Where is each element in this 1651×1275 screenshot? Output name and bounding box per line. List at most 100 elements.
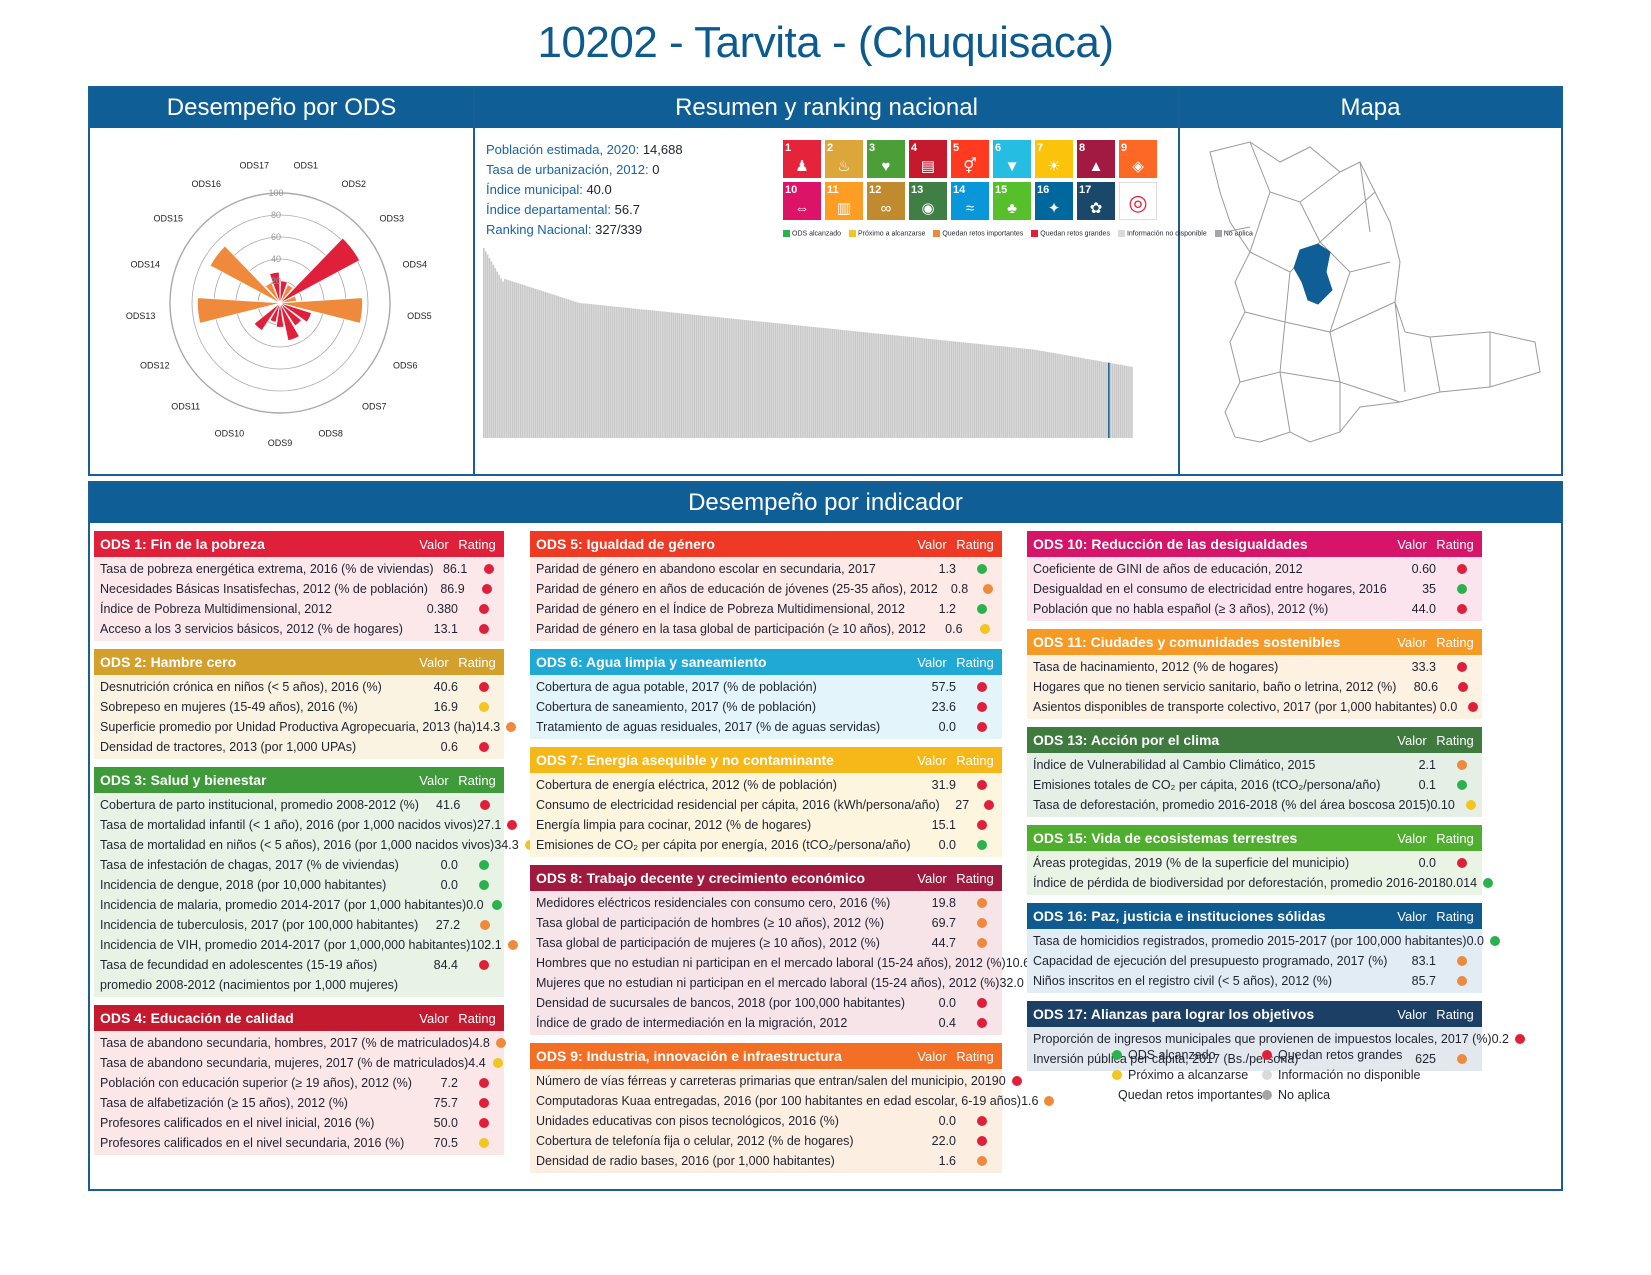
indicator-card: ODS 6: Agua limpia y saneamiento Valor Rat… [530, 649, 1002, 739]
ods-wedge-3 [279, 237, 360, 304]
indicator-row: Necesidades Básicas Insatisfechas, 2012 … [94, 579, 504, 599]
rating-red-dot [480, 800, 491, 810]
indicator-value: 83.1 [1411, 954, 1436, 968]
ranking-bar [833, 329, 836, 438]
indicator-rating [495, 1033, 506, 1048]
ranking-bar [998, 346, 1001, 438]
ranking-bar [835, 329, 838, 438]
indicator-label: Tratamiento de aguas residuales, 2017 (%… [536, 720, 881, 734]
ranking-bar [810, 326, 813, 438]
ods-axis-label: ODS7 [362, 402, 387, 412]
ranking-bar [826, 328, 828, 438]
indicator-row: Cobertura de saneamiento, 2017 (% de pob… [530, 697, 1002, 717]
ranking-bar [534, 288, 537, 438]
rating-green-dot [1483, 878, 1494, 888]
ranking-bar [603, 305, 606, 438]
ranking-bar [663, 311, 665, 438]
indicator-row: Asientos disponibles de transporte colec… [1027, 697, 1482, 717]
indicator-value: 102.1 [470, 938, 502, 952]
ranking-bar [690, 314, 692, 438]
ranking-bar [761, 321, 763, 438]
ranking-bar [939, 340, 941, 438]
ranking-bar [569, 300, 571, 438]
ranking-bar [596, 304, 598, 438]
ranking-bar [856, 331, 859, 438]
ranking-bar [686, 314, 688, 438]
indicator-value: 16.9 [433, 700, 458, 714]
indicator-row: Tasa de pobreza energética extrema, 2016… [94, 559, 504, 579]
ranking-bar [634, 308, 637, 438]
indicator-row: Tratamiento de aguas residuales, 2017 (%… [530, 717, 1002, 737]
sdg-10-icon: ⇔ [794, 200, 810, 217]
rating-green-dot [479, 880, 489, 890]
ods-axis-label: ODS3 [379, 214, 404, 224]
rating-red-dot [977, 1018, 987, 1028]
sdg-2-icon: ♨ [837, 158, 851, 175]
indicator-value: 625 [1415, 1052, 1436, 1066]
indicator-value: 44.7 [931, 936, 956, 950]
ranking-bar [576, 302, 579, 438]
ranking-bar [770, 322, 773, 438]
indicator-row: Población con educación superior (≥ 19 a… [94, 1073, 504, 1093]
indicator-card-header: ODS 13: Acción por el clima Valor Rating [1027, 727, 1482, 753]
ranking-bar [1002, 346, 1005, 438]
indicator-value: 0.60 [1411, 562, 1436, 576]
ranking-bar [893, 335, 895, 438]
ranking-bar [1086, 359, 1089, 438]
ranking-bar [500, 278, 502, 438]
indicator-rating [962, 913, 1002, 928]
legend-dot [1262, 1090, 1272, 1100]
ranking-bar [624, 307, 627, 438]
ods-wedge-9 [275, 302, 285, 328]
sdg-tile: 2 ♨ [825, 140, 863, 178]
indicator-rating [1490, 931, 1500, 946]
page-title: 10202 - Tarvita - (Chuquisaca) [537, 18, 1114, 67]
ranking-bar [609, 306, 612, 438]
rating-header: Rating [956, 752, 994, 768]
indicator-label: Cobertura de agua potable, 2017 (% de po… [536, 680, 817, 694]
indicator-row: Tasa de abandono secundaria, mujeres, 20… [94, 1053, 504, 1073]
ranking-bar [1111, 363, 1114, 438]
indicator-rating [464, 697, 504, 712]
sdg-tile-number: 15 [995, 184, 1008, 196]
ranking-bar [808, 326, 811, 438]
indicator-label: Densidad de tractores, 2013 (por 1,000 U… [100, 740, 357, 754]
ranking-bar [1125, 365, 1127, 438]
indicator-value: 85.7 [1411, 974, 1436, 988]
indicator-row: Tasa global de participación de hombres … [530, 913, 1002, 933]
ranking-bar [693, 314, 696, 438]
ranking-bar [1035, 349, 1037, 438]
ranking-bar [628, 308, 631, 438]
ranking-bar [1113, 363, 1116, 438]
indicator-rating [962, 835, 1002, 850]
ranking-bar [1050, 352, 1053, 438]
rating-yellow-dot [479, 702, 489, 712]
ranking-bar [900, 336, 903, 438]
ranking-bar [1117, 364, 1120, 438]
indicator-card-header: ODS 10: Reducción de las desigualdades Va… [1027, 531, 1482, 557]
rating-legend: ODS alcanzado Quedan retos grandes Próximo… [1112, 1045, 1442, 1105]
ranking-bar [776, 323, 778, 438]
ranking-bar [736, 319, 738, 438]
ranking-bar [529, 287, 531, 438]
indicator-row: Número de vías férreas y carreteras prim… [530, 1071, 1022, 1091]
ranking-bar [789, 324, 792, 438]
ranking-bar [552, 294, 554, 438]
indicator-label: Sobrepeso en mujeres (15-49 años), 2016 … [100, 700, 358, 714]
indicator-row: Tasa global de participación de mujeres … [530, 933, 1002, 953]
ods-wedge-17 [269, 271, 281, 304]
indicator-header: Desempeño por indicador [90, 483, 1561, 523]
indicator-label: Tasa global de participación de hombres … [536, 916, 885, 930]
indicator-row: Tasa de hacinamiento, 2012 (% de hogares… [1027, 657, 1482, 677]
ranking-bar [845, 330, 848, 438]
ods-axis-label: ODS2 [341, 179, 366, 189]
indicator-value: 13.1 [433, 622, 458, 636]
ranking-bar [824, 328, 826, 438]
ranking-bar [858, 331, 861, 438]
indicator-rating [962, 893, 1002, 908]
indicator-label: Cobertura de parto institucional, promed… [100, 798, 419, 812]
rating-green-dot [977, 840, 987, 850]
polar-tick-label: 20 [271, 276, 281, 286]
sdg-legend-swatch [783, 230, 790, 237]
indicator-rating [962, 933, 1002, 948]
